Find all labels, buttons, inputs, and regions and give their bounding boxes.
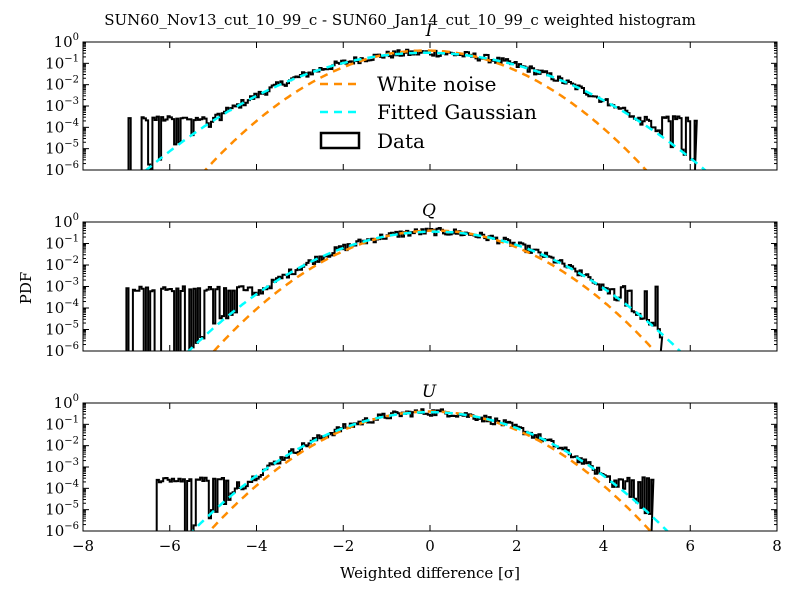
panel-I: 100 10−1 10−2 10−3 10−4 10−5 10−6 I White noise F…	[45, 21, 778, 179]
y-tick-label: 10−4	[45, 478, 79, 497]
x-tick-label: 4	[599, 537, 609, 555]
fitted-gaussian-curve	[191, 410, 669, 531]
y-tick-label: 10−2	[45, 75, 79, 94]
white-noise-curve	[208, 410, 652, 531]
x-tick-label: −8	[72, 537, 94, 555]
x-tick-label: 6	[685, 537, 695, 555]
axes-frame	[82, 221, 778, 352]
y-tick-label: 10−1	[45, 53, 79, 72]
data-histogram	[155, 408, 655, 531]
y-tick-label: 10−6	[45, 341, 79, 360]
x-tick-label: −4	[245, 537, 267, 555]
figure-title: SUN60_Nov13_cut_10_99_c - SUN60_Jan14_cu…	[104, 11, 696, 29]
y-tick-label: 10−4	[45, 117, 79, 136]
fitted-gaussian-curve	[144, 51, 707, 170]
panel-title: U	[422, 382, 437, 402]
y-tick-label: 10−3	[45, 457, 79, 476]
legend-data-swatch	[319, 131, 361, 150]
y-tick-label: 10−2	[45, 255, 79, 274]
fitted-gaussian-curve	[186, 230, 682, 351]
data-histogram	[125, 227, 664, 351]
y-tick-label: 10−6	[45, 521, 79, 540]
y-tick-label: 10−1	[45, 234, 79, 253]
y-tick-label: 10−5	[45, 500, 79, 519]
y-tick-label: 10−1	[45, 414, 79, 433]
legend: White noise Fitted Gaussian Data	[319, 72, 537, 153]
y-tick-label: 10−3	[45, 96, 79, 115]
plot-area	[125, 227, 682, 351]
plot-area	[155, 408, 669, 531]
y-tick-label: 10−6	[45, 160, 79, 179]
y-tick-label: 100	[54, 212, 79, 231]
legend-entry-label: Data	[377, 129, 425, 153]
white-noise-curve	[212, 229, 657, 351]
y-tick-label: 10−2	[45, 436, 79, 455]
x-tick-label: −6	[159, 537, 181, 555]
panel-title: I	[425, 21, 433, 41]
y-tick-label: 10−3	[45, 277, 79, 296]
y-tick-label: 10−5	[45, 320, 79, 339]
panel-title: Q	[422, 201, 436, 221]
y-axis-label: PDF	[17, 272, 35, 305]
y-tick-label: 100	[54, 393, 79, 412]
white-noise-curve	[203, 49, 648, 170]
legend-entry-label: Fitted Gaussian	[377, 100, 537, 124]
x-tick-label: −2	[332, 537, 354, 555]
x-axis-label: Weighted difference [σ]	[340, 564, 520, 582]
x-tick-label: 8	[772, 537, 782, 555]
legend-entry-label: White noise	[377, 72, 496, 96]
plot-area	[127, 48, 707, 170]
panel-Q: 100 10−1 10−2 10−3 10−4 10−5 10−6 Q	[45, 201, 778, 360]
x-tick-label: 2	[512, 537, 522, 555]
y-tick-label: 10−5	[45, 139, 79, 158]
x-tick-label: 0	[425, 537, 435, 555]
panel-U: −8 −6 −4 −2 0 2 4 6 8 100 10−1 10−2 10−3 10−4 10−5 10−6…	[45, 382, 782, 555]
y-tick-label: 10−4	[45, 298, 79, 317]
y-tick-label: 100	[54, 32, 79, 51]
